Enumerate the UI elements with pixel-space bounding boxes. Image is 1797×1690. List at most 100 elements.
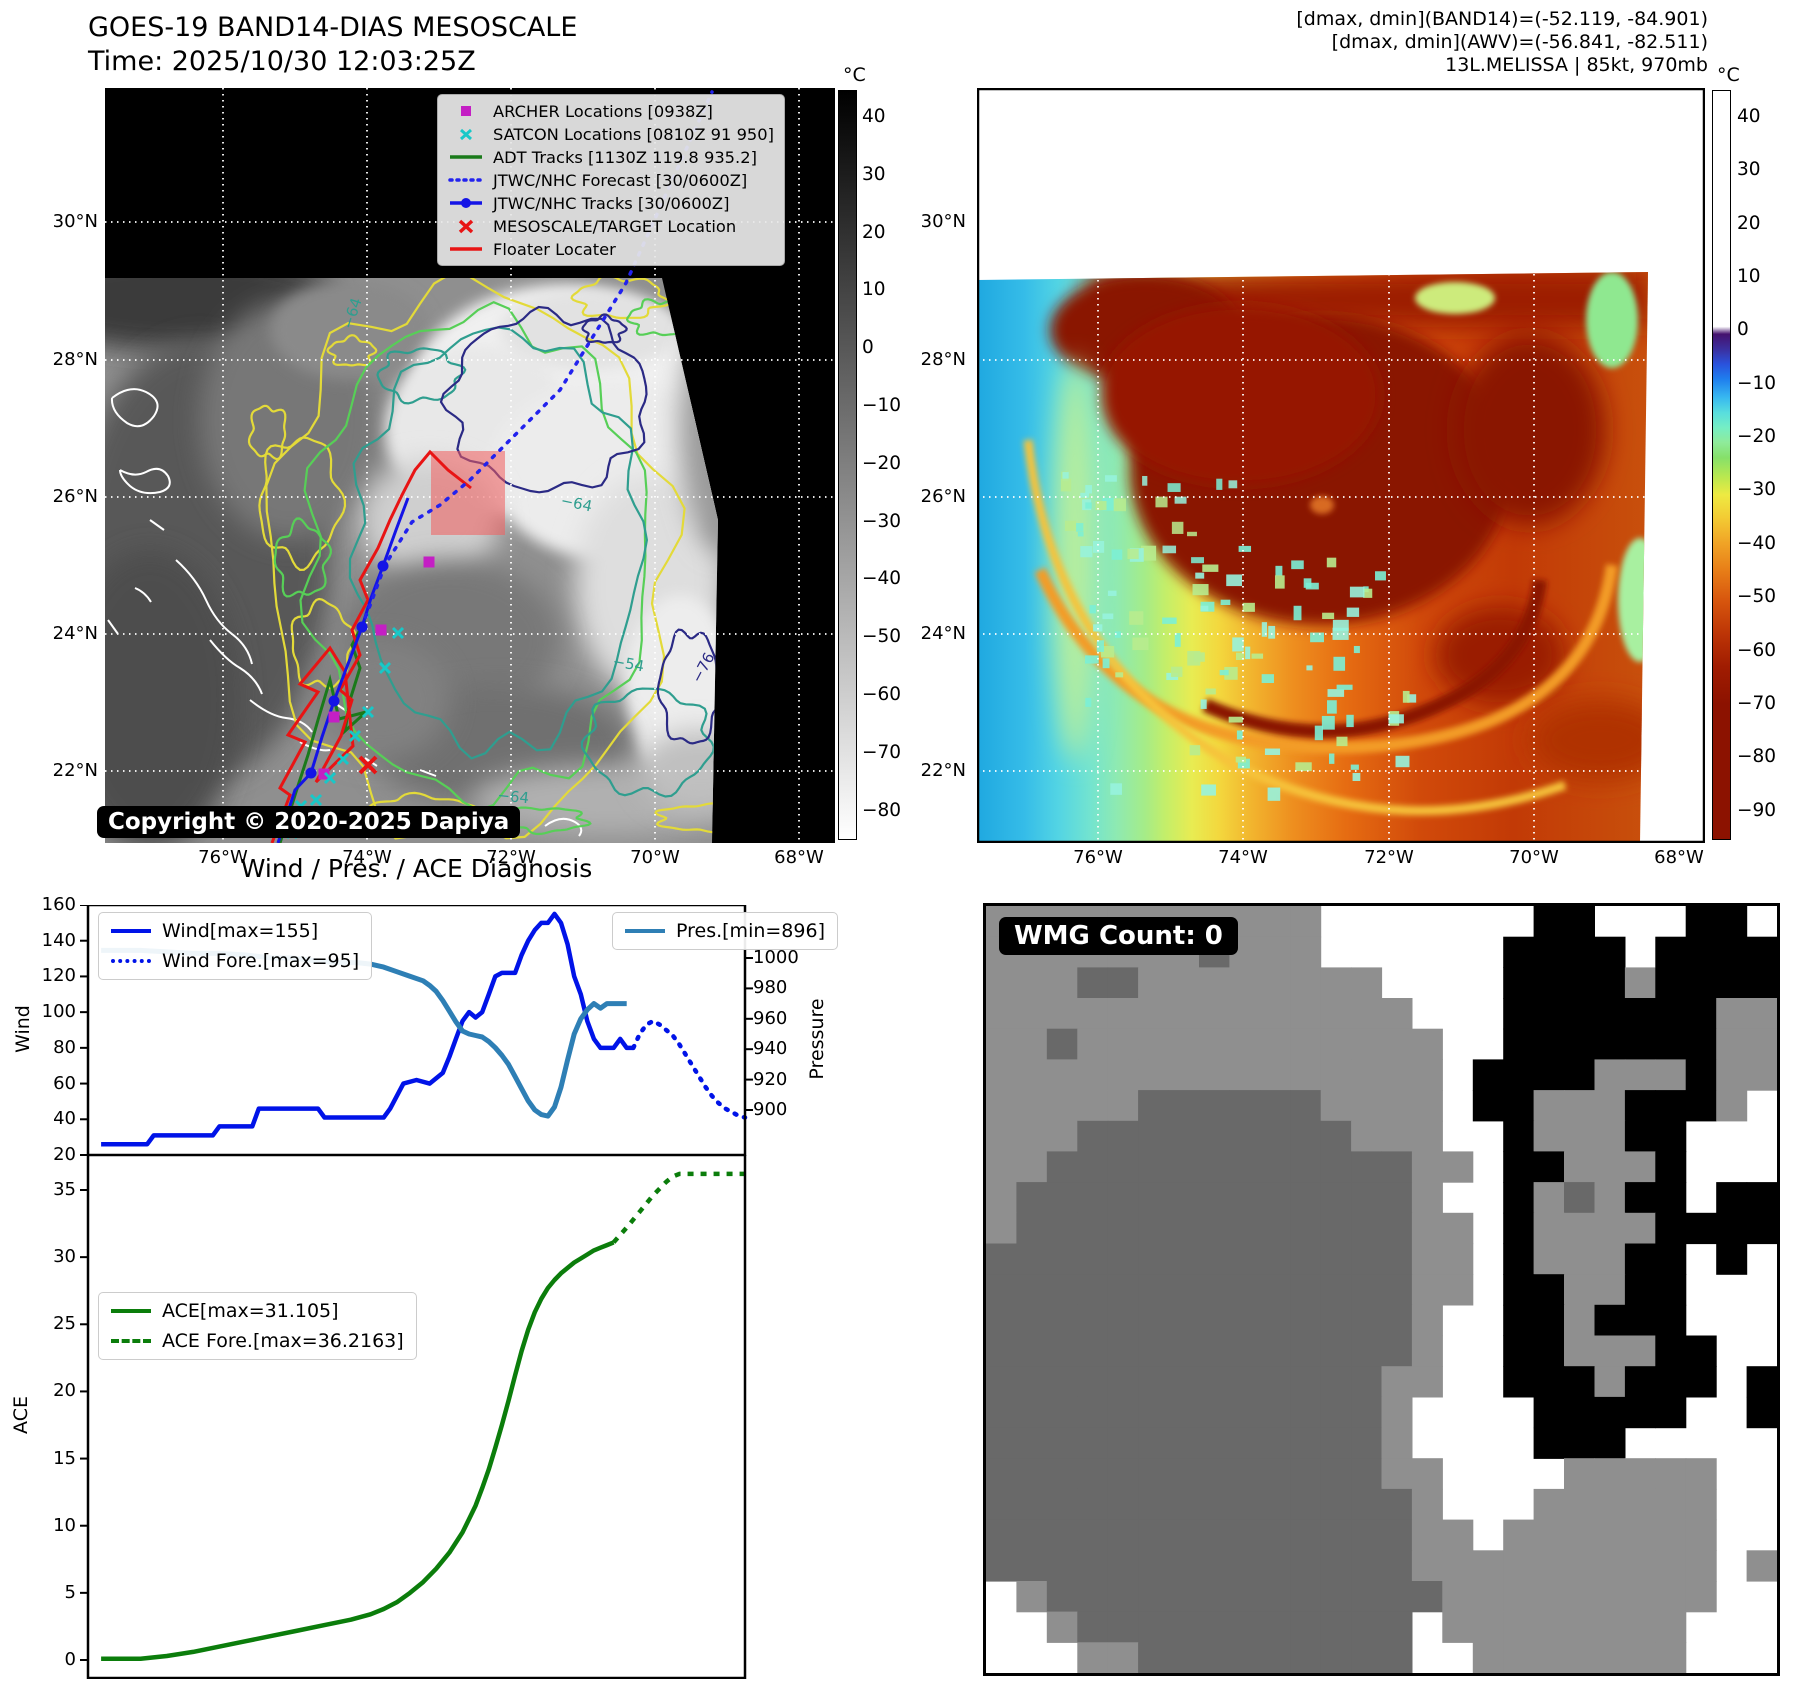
right-colorbar-tick: 10 [1737,266,1761,288]
lon-label-right: 74°W [1218,847,1268,868]
wind-fore-line-sample [111,959,151,963]
lat-label-left: 30°N [52,211,98,232]
awv-color-map [977,88,1705,843]
page-time: Time: 2025/10/30 12:03:25Z [88,46,476,77]
left-colorbar-tick: −30 [862,510,902,532]
pressure-legend: Pres.[min=896] [612,912,838,950]
contour-label: −54 [611,652,645,675]
ace-axis-label: ACE [10,1396,32,1434]
jtwc-track-point [377,560,389,572]
lat-label-left: 28°N [52,349,98,370]
adt-line-icon [450,155,482,159]
left-colorbar-tick: 10 [862,279,886,301]
lat-label-right: 26°N [920,486,966,507]
dmax-dmin-band14: [dmax, dmin](BAND14)=(-52.119, -84.901) [1296,8,1708,30]
storm-id-intensity: 13L.MELISSA | 85kt, 970mb [1445,54,1708,76]
header-info: [dmax, dmin](BAND14)=(-52.119, -84.901) … [1200,8,1708,77]
map-legend-label: JTWC/NHC Forecast [30/0600Z] [493,170,748,190]
archer-location-marker [328,711,340,723]
floater-line-icon [450,247,482,251]
wind-tick-label: 40 [53,1108,76,1130]
right-colorbar-tick: −80 [1737,746,1777,768]
pressure-axis-label: Pressure [806,998,828,1080]
pressure-tick-label: 900 [753,1099,788,1121]
ace-chart [80,1155,747,1679]
ace-tick-label: 20 [53,1380,76,1402]
lon-label-right: 72°W [1364,847,1414,868]
lon-label-right: 76°W [1073,847,1123,868]
right-colorbar-tick: −50 [1737,586,1777,608]
wind-tick-label: 100 [41,1001,76,1023]
right-colorbar-tick: −20 [1737,426,1777,448]
right-colorbar-tick: 30 [1737,159,1761,181]
satcon-x-marker [448,126,484,142]
track-line-dot-icon [450,198,482,208]
pressure-tick-label: 940 [753,1038,788,1060]
left-colorbar-tick: −80 [862,799,902,821]
ace-fore-legend-label: ACE Fore.[max=36.2163] [162,1330,404,1352]
ace-line-sample [111,1309,151,1313]
wmg-count-badge: WMG Count: 0 [999,917,1238,955]
forecast-dotted-icon [448,178,484,182]
map-legend-item: JTWC/NHC Tracks [30/0600Z] [448,193,774,213]
lon-label-left: 68°W [774,847,824,868]
right-colorbar-tick: −40 [1737,532,1777,554]
ace-tick-label: 35 [53,1179,76,1200]
map-legend-label: Floater Locater [493,239,616,259]
track-line-dot-marker [448,195,484,211]
right-colorbar [1712,90,1731,840]
pressure-tick-label: 980 [753,977,788,999]
right-colorbar-tick: −70 [1737,692,1777,714]
wind-legend: Wind[max=155] Wind Fore.[max=95] [98,912,373,980]
wind-tick-label: 20 [53,1143,76,1165]
right-colorbar-tick: −90 [1737,799,1777,821]
wmg-grid-map [986,906,1777,1673]
left-colorbar [838,90,857,840]
wind-fore-legend-label: Wind Fore.[max=95] [162,950,360,972]
wind-tick-label: 80 [53,1036,76,1058]
jtwc-track-point [356,621,368,633]
left-colorbar-tick: −50 [862,626,902,648]
satcon-location-marker [336,752,350,766]
map-legend-label: SATCON Locations [0810Z 91 950] [493,124,774,144]
left-colorbar-tick: −10 [862,395,902,416]
lat-label-right: 24°N [920,623,966,644]
target-x-marker [448,218,484,234]
wind-tick-label: 140 [41,929,76,951]
lat-label-right: 28°N [920,349,966,370]
satcon-location-marker [348,729,362,743]
right-colorbar-tick: 40 [1737,106,1761,127]
lon-label-right: 70°W [1509,847,1559,868]
adt-line-marker [448,149,484,165]
pressure-legend-label: Pres.[min=896] [676,920,825,942]
lon-label-left: 74°W [342,847,392,868]
lat-label-right: 22°N [920,760,966,781]
pressure-legend-item: Pres.[min=896] [625,920,825,942]
copyright-badge: Copyright © 2020-2025 Dapiya [97,806,521,838]
map-legend-item: ADT Tracks [1130Z 119.8 935.2] [448,147,774,167]
wind-tick-label: 160 [41,894,76,915]
map-legend-label: MESOSCALE/TARGET Location [493,216,737,236]
series-wind-fore-max- [631,1018,748,1120]
satcon-location-marker [309,793,323,807]
map-legend-item: JTWC/NHC Forecast [30/0600Z] [448,170,774,190]
ace-fore-line-sample [111,1339,151,1343]
right-colorbar-unit: °C [1717,64,1740,86]
lon-label-right: 68°W [1654,847,1704,868]
page-title: GOES-19 BAND14-DIAS MESOSCALE [88,12,578,43]
right-colorbar-tick: −10 [1737,372,1777,394]
satcon-location-marker [361,705,375,719]
wind-line-sample [111,929,151,933]
map-legend-label: JTWC/NHC Tracks [30/0600Z] [493,193,730,213]
wind-tick-label: 120 [41,965,76,987]
right-colorbar-tick: −60 [1737,639,1777,661]
lat-label-left: 24°N [52,623,98,644]
map-legend-item: SATCON Locations [0810Z 91 950] [448,124,774,144]
ace-legend-label: ACE[max=31.105] [162,1300,339,1322]
archer-location-marker [375,624,387,636]
ace-legend-item: ACE[max=31.105] [111,1300,404,1322]
series-ace-max- [101,1240,615,1661]
ace-fore-legend-item: ACE Fore.[max=36.2163] [111,1330,404,1352]
wmg-panel [983,903,1780,1676]
